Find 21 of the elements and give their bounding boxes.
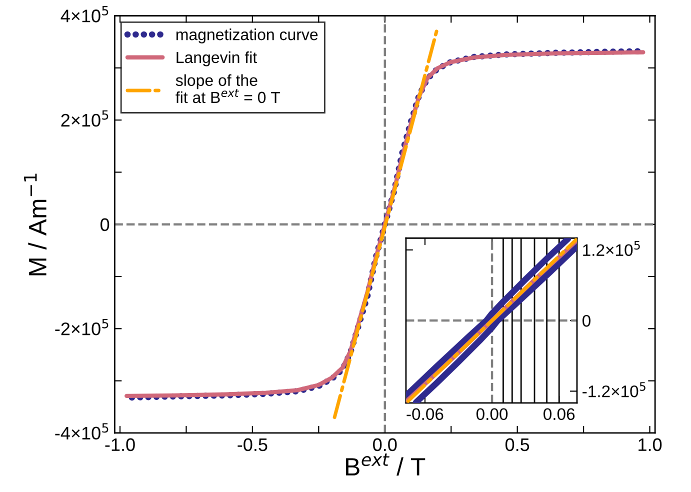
legend-label: magnetization curve (176, 28, 318, 44)
y-tick-label: 2×10$^{5}$ (61, 110, 108, 127)
legend-label: slope of the fit at B$^{ext}$ = 0 T (176, 74, 280, 104)
legend-label: Langevin fit (176, 51, 257, 66)
y-tick-label: 0 (582, 314, 590, 327)
y-axis-title: M / Am$^{−1}$ (24, 174, 47, 276)
x-axis-title: B$^{ext}$ / T (346, 454, 426, 476)
y-tick-label: -4×10$^{5}$ (55, 423, 108, 440)
x-tick-label: 0.06 (544, 408, 575, 420)
y-tick-label: 4×10$^{5}$ (60, 6, 108, 22)
y-tick-label: 1.2×10$^{5}$ (583, 240, 640, 256)
x-tick-label: -0.5 (238, 438, 268, 452)
x-tick-label: -1.0 (105, 438, 135, 452)
x-tick-label: 0.5 (505, 438, 530, 452)
x-tick-label: 1.0 (638, 438, 662, 452)
y-tick-label: -2×10$^{5}$ (55, 318, 108, 336)
y-tick-label: 0 (100, 218, 110, 232)
x-tick-label: 0.0 (373, 438, 397, 452)
x-tick-label: -0.06 (406, 408, 444, 420)
x-tick-label: 0.00 (476, 408, 508, 420)
y-tick-label: -1.2×10$^{5}$ (582, 382, 646, 398)
